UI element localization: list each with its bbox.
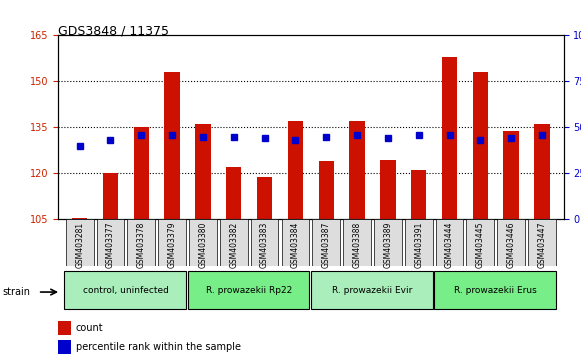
FancyBboxPatch shape xyxy=(64,271,186,309)
FancyBboxPatch shape xyxy=(66,219,94,266)
Bar xyxy=(164,72,180,219)
Bar xyxy=(535,124,550,219)
Bar xyxy=(257,177,272,219)
Text: control, uninfected: control, uninfected xyxy=(83,286,169,295)
Text: R. prowazekii Erus: R. prowazekii Erus xyxy=(454,286,537,295)
FancyBboxPatch shape xyxy=(188,271,309,309)
Bar xyxy=(380,160,396,219)
Bar xyxy=(195,124,211,219)
Bar xyxy=(134,127,149,219)
Bar xyxy=(442,57,457,219)
FancyBboxPatch shape xyxy=(313,219,340,266)
Text: GSM403391: GSM403391 xyxy=(414,222,423,268)
Bar xyxy=(318,161,334,219)
Text: percentile rank within the sample: percentile rank within the sample xyxy=(76,342,241,352)
Text: GSM403377: GSM403377 xyxy=(106,222,115,268)
Text: GSM403446: GSM403446 xyxy=(507,222,516,268)
Bar xyxy=(288,121,303,219)
FancyBboxPatch shape xyxy=(282,219,309,266)
Bar xyxy=(58,321,71,335)
Bar xyxy=(411,170,426,219)
Text: GSM403447: GSM403447 xyxy=(537,222,547,268)
Bar xyxy=(72,218,87,219)
Bar xyxy=(58,341,71,354)
Bar xyxy=(349,121,365,219)
Text: R. prowazekii Rp22: R. prowazekii Rp22 xyxy=(206,286,292,295)
FancyBboxPatch shape xyxy=(220,219,248,266)
Text: GSM403379: GSM403379 xyxy=(168,222,177,268)
Text: count: count xyxy=(76,323,103,333)
FancyBboxPatch shape xyxy=(158,219,186,266)
Text: GSM403444: GSM403444 xyxy=(445,222,454,268)
FancyBboxPatch shape xyxy=(127,219,155,266)
FancyBboxPatch shape xyxy=(528,219,556,266)
FancyBboxPatch shape xyxy=(311,271,433,309)
Bar xyxy=(473,72,488,219)
Text: GSM403389: GSM403389 xyxy=(383,222,392,268)
FancyBboxPatch shape xyxy=(251,219,278,266)
Text: GDS3848 / 11375: GDS3848 / 11375 xyxy=(58,25,169,38)
Text: GSM403384: GSM403384 xyxy=(291,222,300,268)
Text: GSM403387: GSM403387 xyxy=(322,222,331,268)
Text: GSM403281: GSM403281 xyxy=(75,222,84,268)
Text: strain: strain xyxy=(3,287,31,297)
Text: GSM403383: GSM403383 xyxy=(260,222,269,268)
FancyBboxPatch shape xyxy=(405,219,433,266)
FancyBboxPatch shape xyxy=(374,219,401,266)
FancyBboxPatch shape xyxy=(96,219,124,266)
FancyBboxPatch shape xyxy=(467,219,494,266)
FancyBboxPatch shape xyxy=(434,271,556,309)
Bar xyxy=(226,167,242,219)
Text: GSM403382: GSM403382 xyxy=(229,222,238,268)
FancyBboxPatch shape xyxy=(189,219,217,266)
Text: GSM403388: GSM403388 xyxy=(353,222,361,268)
Text: R. prowazekii Evir: R. prowazekii Evir xyxy=(332,286,413,295)
Bar xyxy=(504,131,519,219)
FancyBboxPatch shape xyxy=(343,219,371,266)
FancyBboxPatch shape xyxy=(436,219,464,266)
Text: GSM403378: GSM403378 xyxy=(137,222,146,268)
FancyBboxPatch shape xyxy=(497,219,525,266)
Bar xyxy=(103,173,118,219)
Text: GSM403445: GSM403445 xyxy=(476,222,485,268)
Text: GSM403380: GSM403380 xyxy=(199,222,207,268)
